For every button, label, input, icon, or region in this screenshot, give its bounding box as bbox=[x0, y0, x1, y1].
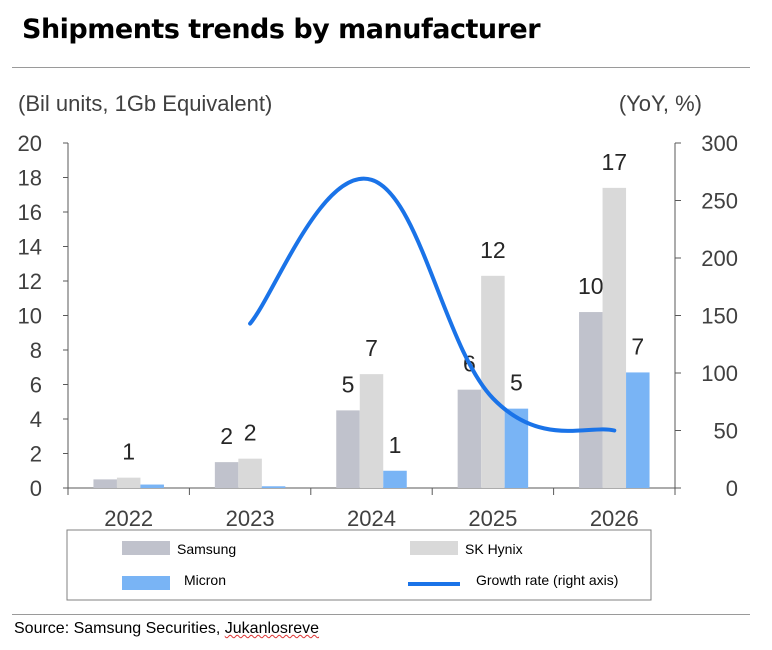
y-tick-label: 6 bbox=[30, 373, 42, 398]
bar-samsung bbox=[457, 389, 482, 488]
source-name: Jukanlosreve bbox=[224, 620, 320, 637]
data-label: 12 bbox=[480, 237, 506, 263]
chart-title: Shipments trends by manufacturer bbox=[22, 14, 541, 45]
source-note: Source: Samsung Securities, Jukanlosreve bbox=[14, 620, 319, 638]
y-tick-label: 8 bbox=[30, 338, 42, 363]
y-tick-label: 2 bbox=[30, 442, 42, 467]
y-tick-label: 0 bbox=[30, 476, 42, 501]
bar-micron bbox=[626, 372, 650, 488]
data-label: 7 bbox=[365, 335, 378, 361]
y-tick-label: 20 bbox=[18, 131, 42, 156]
data-label: 1 bbox=[389, 432, 402, 458]
y2-tick-label: 0 bbox=[726, 476, 738, 501]
y-tick-label: 12 bbox=[18, 269, 42, 294]
bar-samsung bbox=[93, 479, 117, 488]
legend-swatch-samsung bbox=[122, 541, 170, 555]
y2-tick-label: 250 bbox=[701, 189, 738, 214]
bar-samsung bbox=[214, 462, 239, 488]
bottom-divider bbox=[12, 614, 750, 615]
bar-micron bbox=[383, 470, 407, 488]
growth-rate-line bbox=[248, 176, 617, 433]
x-tick-label: 2022 bbox=[104, 506, 153, 531]
bar-sk-hynix bbox=[238, 458, 262, 488]
y-axis-label: (Bil units, 1Gb Equivalent) bbox=[18, 91, 272, 116]
legend-label: Samsung bbox=[177, 541, 236, 557]
y2-tick-label: 100 bbox=[701, 361, 738, 386]
data-label: 10 bbox=[578, 273, 604, 299]
source-prefix: Source: Samsung Securities, bbox=[14, 620, 225, 637]
bar-micron bbox=[504, 408, 529, 488]
top-divider bbox=[12, 67, 750, 68]
bar-micron bbox=[140, 484, 164, 488]
bar-samsung bbox=[336, 410, 360, 488]
bar-micron bbox=[261, 486, 286, 488]
legend-swatch-sk-hynix bbox=[410, 541, 458, 555]
y-tick-label: 4 bbox=[30, 407, 42, 432]
x-tick-label: 2023 bbox=[226, 506, 275, 531]
bar-sk-hynix bbox=[602, 187, 627, 488]
y-tick-label: 18 bbox=[18, 166, 42, 191]
legend-swatch-micron bbox=[122, 576, 170, 590]
y-tick-label: 14 bbox=[18, 235, 42, 260]
data-label: 5 bbox=[510, 370, 523, 396]
data-label: 1 bbox=[122, 439, 135, 465]
data-label: 17 bbox=[602, 149, 628, 175]
y2-tick-label: 300 bbox=[701, 131, 738, 156]
legend-label: SK Hynix bbox=[465, 541, 523, 557]
data-label: 2 bbox=[220, 423, 233, 449]
bar-samsung bbox=[579, 312, 603, 488]
bar-sk-hynix bbox=[359, 374, 384, 488]
x-tick-label: 2024 bbox=[347, 506, 396, 531]
x-tick-label: 2026 bbox=[590, 506, 639, 531]
x-tick-label: 2025 bbox=[468, 506, 517, 531]
y-tick-label: 10 bbox=[18, 304, 42, 329]
data-label: 5 bbox=[342, 371, 355, 397]
legend-label: Growth rate (right axis) bbox=[476, 572, 618, 588]
y2-tick-label: 200 bbox=[701, 246, 738, 271]
data-label: 2 bbox=[244, 420, 257, 446]
y2-axis-label: (YoY, %) bbox=[619, 91, 702, 116]
y2-tick-label: 150 bbox=[701, 304, 738, 329]
y2-tick-label: 50 bbox=[714, 419, 738, 444]
bar-sk-hynix bbox=[481, 275, 505, 488]
chart: (Bil units, 1Gb Equivalent) (YoY, %) 0 2 4 6 8… bbox=[18, 91, 738, 601]
data-label: 7 bbox=[631, 333, 644, 359]
bar-sk-hynix bbox=[116, 477, 141, 488]
y-tick-label: 16 bbox=[18, 200, 42, 225]
legend-label: Micron bbox=[184, 572, 226, 588]
